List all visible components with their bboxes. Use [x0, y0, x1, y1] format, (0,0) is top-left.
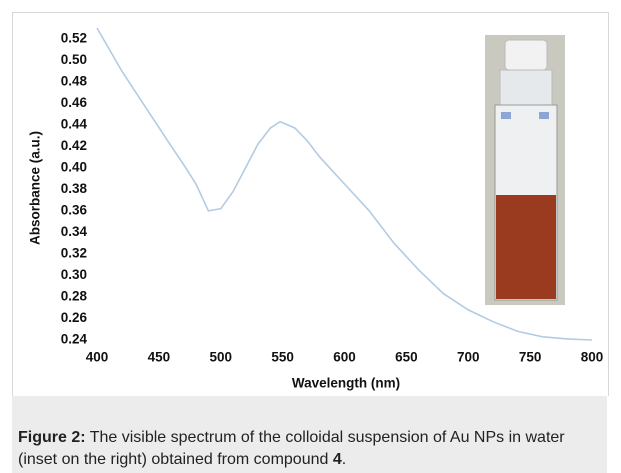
x-tick-label: 550 — [271, 350, 294, 365]
spectrum-line — [96, 27, 593, 341]
y-tick-label: 0.36 — [61, 202, 88, 217]
x-tick-label: 700 — [457, 350, 480, 365]
chart: Wavelength (nm) Absorbance (a.u.) 0.24 0.… — [28, 27, 604, 391]
caption-text: Figure 2: The visible spectrum of the co… — [18, 427, 601, 471]
y-tick-label: 0.40 — [61, 159, 87, 174]
caption-compound: 4 — [332, 451, 342, 468]
y-tick-label: 0.48 — [61, 73, 88, 88]
caption: Figure 2: The visible spectrum of the co… — [12, 396, 607, 473]
y-axis-label: Absorbance (a.u.) — [28, 131, 43, 245]
y-tick-label: 0.32 — [61, 245, 87, 260]
y-tick-label: 0.46 — [61, 95, 88, 110]
y-tick-label: 0.26 — [61, 310, 88, 325]
caption-end: . — [341, 451, 347, 468]
caption-body: The visible spectrum of the colloidal su… — [18, 429, 565, 468]
caption-label: Figure 2: — [18, 429, 86, 446]
y-tick-label: 0.34 — [61, 224, 88, 239]
x-tick-label: 650 — [395, 350, 418, 365]
inset-photo — [485, 35, 565, 305]
x-tick-label: 800 — [581, 350, 604, 365]
y-tick-label: 0.42 — [61, 138, 87, 153]
y-tick-label: 0.50 — [61, 52, 87, 67]
y-tick-label: 0.24 — [61, 332, 88, 347]
x-axis-label: Wavelength (nm) — [292, 376, 400, 391]
x-tick-label: 500 — [209, 350, 232, 365]
y-tick-label: 0.38 — [61, 181, 88, 196]
x-tick-label: 750 — [519, 350, 542, 365]
x-tick-label: 400 — [86, 350, 109, 365]
y-tick-label: 0.44 — [61, 116, 88, 131]
y-tick-label: 0.30 — [61, 267, 87, 282]
x-tick-label: 600 — [333, 350, 356, 365]
y-tick-label: 0.52 — [61, 30, 87, 45]
y-tick-label: 0.28 — [61, 289, 88, 304]
x-tick-label: 450 — [148, 350, 171, 365]
